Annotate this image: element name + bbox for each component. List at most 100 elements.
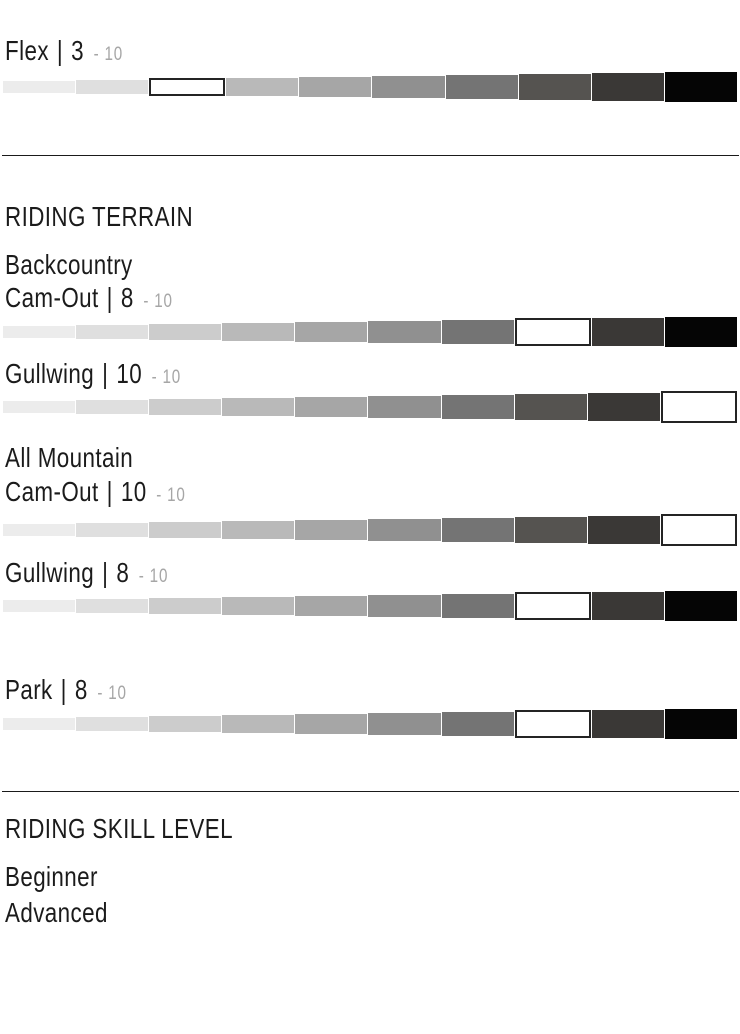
pipe-separator: |	[106, 476, 113, 508]
metric-max: - 10	[156, 485, 186, 507]
metric-value: 10	[116, 357, 143, 389]
bar-segment	[514, 394, 587, 421]
backcountry-camout-label: Cam-Out | 8 - 10	[0, 281, 740, 315]
bar-segment	[295, 321, 368, 342]
bar-segment-selected	[514, 592, 591, 621]
bar-segment	[587, 393, 660, 422]
backcountry-gullwing-label: Gullwing | 10 - 10	[0, 357, 740, 391]
metric-name: Gullwing	[5, 357, 95, 389]
bar-segment	[368, 396, 441, 419]
bar-segment	[587, 515, 660, 544]
pipe-separator: |	[102, 357, 109, 389]
metric-max: - 10	[97, 683, 127, 705]
metric-name: Park	[5, 674, 53, 706]
backcountry-camout-rating-bar	[3, 315, 737, 349]
all-mountain-camout-label: Cam-Out | 10 - 10	[0, 475, 740, 509]
metric-max: - 10	[138, 565, 169, 587]
backcountry-group-label: Backcountry	[5, 248, 133, 280]
metric-name: Flex	[5, 35, 49, 66]
bar-segment	[591, 592, 664, 621]
bar-segment	[441, 711, 514, 736]
bar-segment	[222, 520, 295, 539]
bar-segment-selected	[660, 391, 737, 424]
bar-segment-selected	[514, 317, 591, 346]
metric-value: 10	[120, 476, 147, 508]
skill-level-beginner: Beginner	[5, 860, 98, 892]
park-rating-bar	[3, 707, 737, 741]
bar-segment	[3, 325, 76, 338]
bar-segment	[3, 717, 76, 730]
bar-segment	[3, 80, 76, 93]
flex-rating-bar	[3, 70, 737, 104]
all-mountain-camout-rating-bar	[3, 513, 737, 547]
bar-segment	[514, 516, 587, 543]
riding-skill-heading: RIDING SKILL LEVEL	[5, 813, 233, 845]
bar-segment	[222, 714, 295, 733]
metric-max: - 10	[93, 44, 124, 65]
bar-segment	[368, 518, 441, 541]
metric-value: 3	[71, 35, 85, 66]
pipe-separator: |	[106, 282, 113, 314]
bar-segment	[441, 594, 514, 619]
bar-segment	[441, 395, 514, 420]
skill-level-advanced: Advanced	[5, 896, 108, 928]
all-mountain-group-label: All Mountain	[5, 442, 134, 474]
bar-segment	[295, 397, 368, 418]
bar-segment	[368, 595, 441, 618]
bar-segment	[368, 712, 441, 735]
bar-segment	[3, 523, 76, 536]
bar-segment	[149, 399, 222, 416]
section-divider	[2, 790, 739, 793]
bar-segment	[591, 72, 664, 101]
bar-segment	[372, 75, 445, 98]
metric-name: Cam-Out	[5, 476, 99, 508]
bar-segment	[222, 322, 295, 341]
bar-segment	[226, 77, 299, 96]
bar-segment	[295, 596, 368, 617]
park-label: Park | 8 - 10	[0, 673, 740, 707]
bar-segment	[149, 715, 222, 732]
bar-segment	[441, 319, 514, 344]
bar-segment-selected	[149, 77, 226, 96]
bar-segment	[76, 400, 149, 415]
metric-max: - 10	[143, 291, 173, 313]
pipe-separator: |	[56, 35, 64, 66]
pipe-separator: |	[60, 674, 67, 706]
metric-name: Gullwing	[5, 556, 95, 588]
bar-segment	[76, 79, 149, 94]
bar-segment	[76, 716, 149, 731]
backcountry-gullwing-rating-bar	[3, 390, 737, 424]
all-mountain-gullwing-label: Gullwing | 8 - 10	[0, 556, 740, 590]
riding-terrain-heading: RIDING TERRAIN	[5, 201, 194, 233]
bar-segment	[445, 74, 518, 99]
metric-name: Cam-Out	[5, 282, 99, 314]
bar-segment	[3, 600, 76, 613]
bar-segment	[76, 324, 149, 339]
metric-value: 8	[116, 556, 130, 588]
flex-label: Flex | 3 - 10	[0, 34, 740, 68]
bar-segment	[149, 598, 222, 615]
bar-segment	[591, 709, 664, 738]
bar-segment	[299, 76, 372, 97]
bar-segment	[149, 521, 222, 538]
bar-segment	[664, 708, 737, 739]
section-divider	[2, 154, 739, 157]
bar-segment	[518, 73, 591, 100]
bar-segment	[664, 71, 737, 102]
pipe-separator: |	[102, 556, 109, 588]
bar-segment	[368, 320, 441, 343]
bar-segment-selected	[514, 709, 591, 738]
bar-segment	[76, 522, 149, 537]
metric-value: 8	[120, 282, 134, 314]
bar-segment	[3, 401, 76, 414]
bar-segment	[222, 398, 295, 417]
bar-segment	[149, 323, 222, 340]
bar-segment	[441, 517, 514, 542]
bar-segment	[222, 597, 295, 616]
metric-value: 8	[74, 674, 88, 706]
bar-segment	[664, 316, 737, 347]
bar-segment	[76, 599, 149, 614]
bar-segment	[295, 519, 368, 540]
bar-segment	[664, 591, 737, 622]
bar-segment-selected	[660, 513, 737, 546]
